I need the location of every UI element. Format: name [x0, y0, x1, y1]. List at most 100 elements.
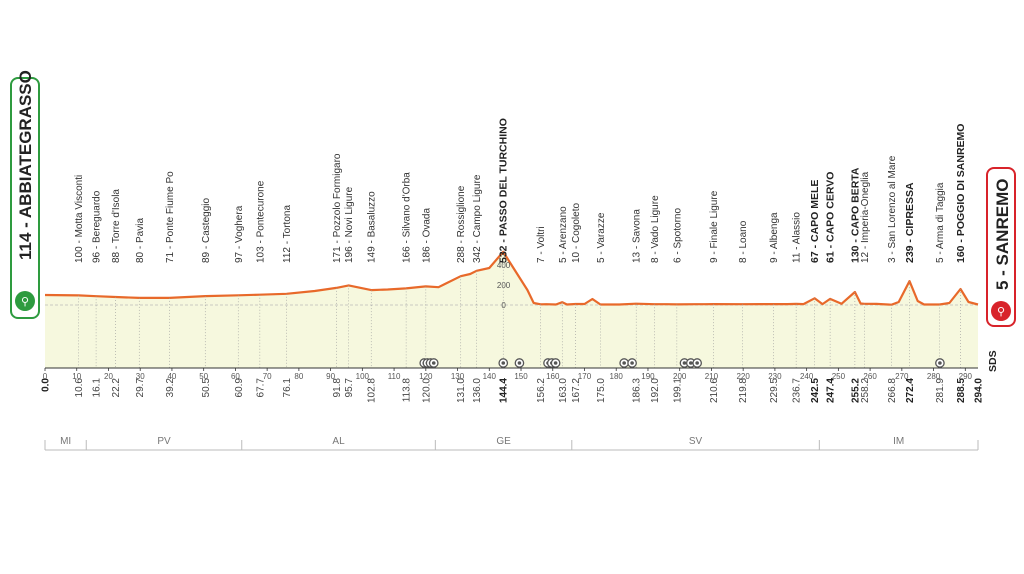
checkpoint-marker-dot: [517, 361, 522, 365]
x-tick-label: 220: [736, 372, 750, 381]
waypoint-label: 97 - Voghera: [234, 205, 245, 263]
waypoint-km: 288.5: [956, 378, 967, 403]
waypoint-label: 288 - Rossiglione: [456, 185, 467, 263]
x-tick-label: 270: [895, 372, 909, 381]
y-tick-label: 400: [497, 261, 511, 270]
waypoint-km: 29.7: [135, 378, 146, 398]
waypoint-km: 39.2: [165, 378, 176, 398]
x-tick-label: 80: [294, 372, 303, 381]
cyclist-icon: [991, 301, 1011, 321]
waypoint-label: 11 - Alassio: [792, 212, 803, 263]
waypoint-label: 96 - Bereguardo: [92, 190, 103, 263]
waypoint-label: 10 - Cogoleto: [571, 203, 582, 263]
waypoint-km: 281.9: [935, 378, 946, 403]
waypoint-km: 175.0: [596, 378, 607, 403]
x-tick-label: 130: [451, 372, 465, 381]
waypoint-km: 258.2: [860, 378, 871, 403]
x-tick-label: 30: [136, 372, 145, 381]
waypoint-km: 60.9: [234, 378, 245, 398]
x-tick-label: 210: [705, 372, 719, 381]
waypoint-km: 163.0: [558, 378, 569, 403]
profile-line: [44, 250, 979, 306]
checkpoint-marker-dot: [938, 361, 942, 365]
checkpoint-marker-dot: [553, 361, 558, 365]
x-tick-label: 290: [959, 372, 973, 381]
waypoint-km: 242.5: [810, 378, 821, 403]
waypoint-km: 192.0: [650, 378, 661, 403]
waypoint-label: 5 - Arma di Taggia: [935, 182, 946, 263]
checkpoint-marker-dot: [622, 361, 626, 365]
waypoint-km: 113.8: [402, 378, 413, 403]
waypoint-label: 342 - Campo Ligure: [472, 174, 483, 263]
waypoint-label: 89 - Casteggio: [201, 198, 212, 263]
profile-area: [45, 251, 978, 368]
x-tick-label: 40: [167, 372, 176, 381]
waypoint-km: 210.6: [709, 378, 720, 403]
waypoint-label: 100 - Motta Visconti: [74, 175, 85, 263]
brand-logo: SDS: [987, 350, 999, 372]
waypoint-km: 102.8: [367, 378, 378, 403]
region-label: PV: [157, 436, 171, 447]
waypoint-km: 236.7: [792, 378, 803, 403]
x-tick-label: 250: [832, 372, 846, 381]
y-tick-label: 200: [497, 281, 511, 290]
region-label: GE: [496, 436, 511, 447]
x-tick-label: 20: [104, 372, 113, 381]
waypoint-label: 9 - Albenga: [769, 212, 780, 263]
x-tick-label: 50: [199, 372, 208, 381]
waypoint-km: 144.4: [499, 378, 510, 403]
waypoint-label: 5 - Arenzano: [558, 206, 569, 263]
waypoint-km: 67.7: [255, 378, 266, 398]
cyclist-icon: [15, 291, 35, 311]
waypoint-label: 239 - CIPRESSA: [904, 182, 916, 263]
waypoint-km: 167.2: [571, 378, 582, 403]
waypoint-km: 50.5: [201, 378, 212, 398]
waypoint-label: 5 - Varazze: [596, 212, 607, 263]
waypoint-label: 130 - CAPO BERTA: [849, 167, 861, 263]
x-tick-label: 170: [578, 372, 592, 381]
waypoint-km: 120.0: [421, 378, 432, 403]
waypoint-label: 160 - POGGIO DI SANREMO: [955, 124, 967, 263]
x-tick-label: 110: [388, 372, 401, 381]
x-tick-label: 180: [610, 372, 624, 381]
region-label: MI: [60, 436, 71, 447]
waypoint-km: 266.8: [887, 378, 898, 403]
checkpoint-marker-dot: [689, 361, 693, 365]
waypoint-km: 186.3: [632, 378, 643, 403]
x-tick-label: 280: [927, 372, 941, 381]
waypoint-label: 9 - Finale Ligure: [709, 190, 720, 263]
waypoint-label: 186 - Ovada: [421, 208, 432, 263]
x-tick-label: 140: [483, 372, 497, 381]
waypoint-km: 272.4: [905, 378, 916, 403]
finish-km: 294.0: [974, 378, 985, 403]
waypoint-km: 91.8: [332, 378, 343, 398]
finish-label: 5 - SANREMO: [993, 179, 1012, 290]
waypoint-km: 199.1: [672, 378, 683, 403]
x-tick-label: 0: [43, 372, 48, 381]
x-tick-label: 100: [356, 372, 370, 381]
waypoint-km: 76.1: [282, 378, 293, 398]
checkpoint-marker-dot: [695, 361, 699, 365]
x-tick-label: 60: [231, 372, 240, 381]
waypoint-label: 61 - CAPO CERVO: [825, 172, 837, 263]
waypoint-label: 7 - Voltri: [536, 226, 547, 263]
x-tick-label: 230: [768, 372, 782, 381]
checkpoint-marker-dot: [501, 361, 506, 365]
waypoint-label: 3 - San Lorenzo al Mare: [887, 155, 898, 263]
checkpoint-marker-dot: [630, 361, 634, 365]
x-tick-label: 120: [419, 372, 433, 381]
waypoint-label: 67 - CAPO MELE: [809, 180, 821, 263]
waypoint-label: 196 - Novi Ligure: [344, 186, 355, 263]
finish-badge: 5 - SANREMO ⚲: [986, 167, 1016, 327]
waypoint-label: 12 - Imperia-Oneglia: [860, 171, 871, 263]
waypoint-label: 532 - PASSO DEL TURCHINO: [498, 118, 510, 263]
region-label: SV: [689, 436, 703, 447]
checkpoint-marker-dot: [431, 361, 436, 365]
x-tick-label: 160: [546, 372, 560, 381]
waypoint-km: 16.1: [92, 378, 103, 398]
x-tick-label: 10: [72, 372, 81, 381]
start-badge: 114 - ABBIATEGRASSO ⚲: [10, 70, 40, 319]
y-tick-label: 0: [501, 301, 506, 310]
